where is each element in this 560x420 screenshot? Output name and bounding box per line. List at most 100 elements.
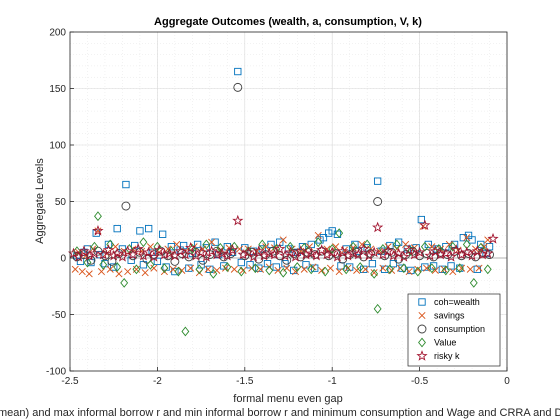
point-coh-wealth bbox=[104, 240, 113, 249]
point-value bbox=[455, 263, 464, 274]
point-value bbox=[237, 266, 246, 277]
point-savings bbox=[423, 264, 431, 272]
point-risky-k bbox=[221, 249, 233, 261]
point-value bbox=[441, 265, 450, 276]
point-consumption bbox=[373, 197, 383, 206]
point-risky-k bbox=[164, 247, 176, 259]
point-coh-wealth bbox=[158, 230, 167, 238]
point-coh-wealth bbox=[398, 264, 406, 272]
point-value bbox=[300, 242, 309, 253]
point-value bbox=[132, 264, 141, 275]
point-value bbox=[307, 264, 316, 275]
point-risky-k bbox=[127, 248, 139, 260]
point-savings bbox=[71, 265, 79, 273]
point-savings bbox=[414, 265, 422, 273]
point-savings bbox=[318, 266, 326, 274]
point-coh-wealth bbox=[136, 227, 144, 235]
point-value bbox=[279, 267, 288, 278]
point-risky-k bbox=[143, 246, 155, 258]
legend-marker-consumption bbox=[417, 324, 427, 334]
point-risky-k bbox=[73, 250, 85, 262]
point-value bbox=[251, 263, 260, 274]
point-savings bbox=[475, 264, 483, 272]
point-coh-wealth bbox=[127, 256, 135, 264]
point-risky-k bbox=[368, 246, 380, 258]
point-value bbox=[83, 257, 92, 268]
point-value bbox=[420, 241, 429, 252]
point-value bbox=[413, 266, 422, 277]
point-value bbox=[293, 262, 302, 272]
point-risky-k bbox=[153, 244, 165, 255]
y-axis-label: Aggregate Levels bbox=[34, 158, 46, 244]
point-risky-k bbox=[253, 245, 265, 257]
point-savings bbox=[85, 270, 93, 278]
point-savings bbox=[78, 268, 86, 276]
point-savings bbox=[480, 243, 488, 251]
y-tick-label: 100 bbox=[49, 141, 66, 152]
point-savings bbox=[353, 266, 361, 274]
point-value bbox=[90, 241, 99, 252]
point-coh-wealth bbox=[122, 180, 130, 189]
point-risky-k bbox=[195, 246, 207, 258]
point-value bbox=[202, 239, 211, 250]
point-value bbox=[188, 244, 197, 254]
point-risky-k bbox=[326, 246, 338, 258]
point-value bbox=[370, 268, 379, 279]
point-savings bbox=[449, 268, 457, 276]
point-value bbox=[174, 266, 183, 277]
x-tick-label: -2.5 bbox=[61, 376, 79, 387]
point-savings bbox=[402, 240, 410, 248]
point-consumption bbox=[233, 82, 243, 92]
y-tick-label: 0 bbox=[60, 254, 66, 265]
point-value bbox=[399, 263, 408, 274]
point-risky-k bbox=[476, 248, 489, 260]
point-value bbox=[244, 246, 253, 257]
point-value bbox=[120, 277, 129, 288]
point-risky-k bbox=[122, 245, 134, 257]
point-value bbox=[160, 263, 169, 274]
data-marks bbox=[67, 67, 499, 337]
point-coh-wealth bbox=[246, 261, 254, 269]
point-savings bbox=[132, 265, 140, 273]
x-axis-label: formal menu even gap bbox=[233, 393, 342, 405]
legend-marker-risky-k bbox=[416, 350, 428, 361]
legend-label-coh-wealth: coh=wealth bbox=[434, 297, 480, 307]
point-risky-k bbox=[413, 246, 426, 258]
point-risky-k bbox=[205, 245, 218, 257]
point-risky-k bbox=[78, 245, 90, 257]
point-coh-wealth bbox=[92, 229, 100, 237]
point-savings bbox=[204, 265, 212, 273]
point-risky-k bbox=[482, 247, 494, 259]
series-risky-k bbox=[67, 214, 499, 262]
series-coh-wealth bbox=[73, 67, 494, 276]
point-risky-k bbox=[111, 247, 123, 259]
x-tick-label: -1.5 bbox=[236, 376, 254, 387]
chart-title: Aggregate Outcomes (wealth, a, consumpti… bbox=[154, 16, 422, 28]
point-value bbox=[373, 303, 382, 314]
point-risky-k bbox=[445, 250, 457, 262]
y-tick-label: 150 bbox=[49, 84, 66, 95]
point-savings bbox=[97, 268, 105, 276]
point-savings bbox=[300, 265, 308, 273]
point-risky-k bbox=[216, 247, 228, 259]
point-risky-k bbox=[108, 249, 120, 261]
point-value bbox=[321, 266, 330, 277]
point-risky-k bbox=[102, 244, 115, 255]
point-coh-wealth bbox=[389, 260, 398, 268]
point-savings bbox=[106, 265, 114, 273]
point-savings bbox=[458, 264, 466, 272]
point-risky-k bbox=[116, 250, 129, 262]
point-value bbox=[223, 262, 232, 272]
point-coh-wealth bbox=[368, 260, 377, 268]
point-value bbox=[356, 262, 365, 272]
point-savings bbox=[141, 269, 149, 277]
point-value bbox=[328, 244, 337, 254]
x-tick-label: -2 bbox=[153, 376, 162, 387]
point-value bbox=[139, 237, 148, 248]
point-savings bbox=[379, 264, 387, 272]
point-coh-wealth bbox=[373, 177, 382, 185]
series-value bbox=[73, 211, 492, 337]
point-risky-k bbox=[300, 248, 312, 260]
point-coh-wealth bbox=[145, 224, 153, 233]
